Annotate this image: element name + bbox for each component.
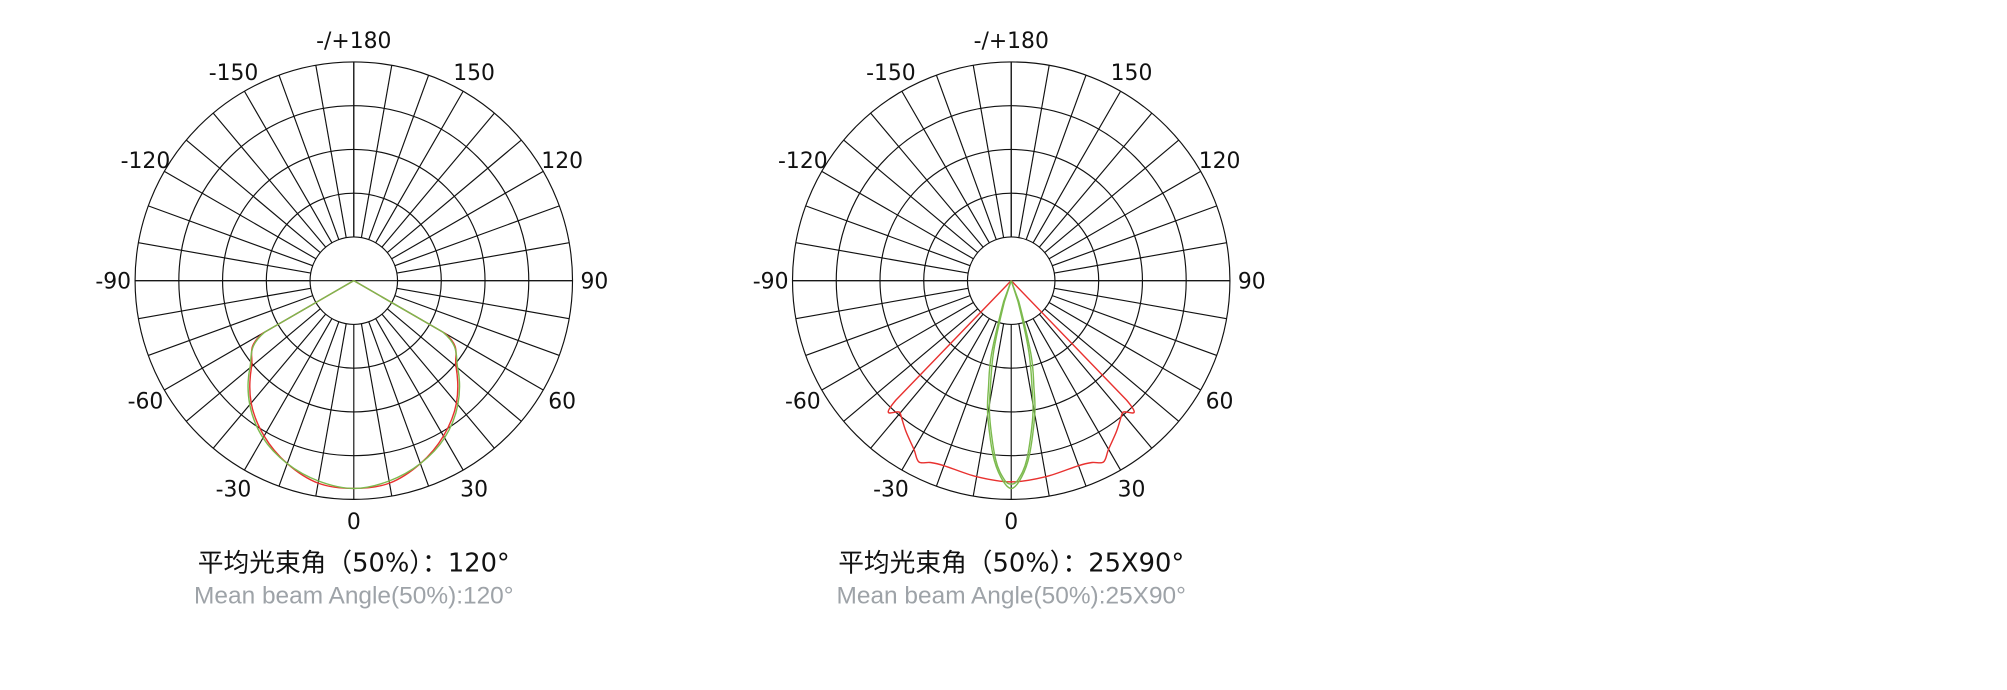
grid-spoke <box>805 295 971 357</box>
grid-spoke <box>212 112 327 248</box>
grid-spoke <box>972 323 1005 497</box>
grid-spoke <box>843 308 979 422</box>
grid-spoke <box>1048 302 1201 391</box>
grid-spoke <box>1038 313 1153 449</box>
angle-label: -/+180 <box>316 29 391 54</box>
grid-spoke <box>391 170 544 260</box>
angle-label: 90 <box>1238 269 1266 294</box>
polar-grid <box>134 61 574 500</box>
angle-label: -60 <box>128 390 164 415</box>
beam-angle-title: 平均光束角（50%）：25X90° <box>838 548 1184 578</box>
angle-label: -30 <box>873 478 909 503</box>
grid-spoke <box>375 318 464 471</box>
angle-label: -120 <box>778 149 828 174</box>
grid-spoke <box>843 139 979 253</box>
grid-spoke <box>1052 205 1217 267</box>
angle-label: -90 <box>753 269 789 294</box>
grid-spoke <box>935 321 997 487</box>
series-curve-green <box>988 280 1034 485</box>
grid-spoke <box>394 205 560 267</box>
polar-grid <box>791 61 1231 500</box>
angle-label: 60 <box>1206 390 1234 415</box>
polar-chart-2: 0 30 60 90 120 150 -/+180 -150 -120 -90 -60 -30 平均光束… <box>753 29 1266 610</box>
angle-label: -120 <box>121 149 171 174</box>
grid-spoke <box>396 242 570 274</box>
series-curve-green <box>986 280 1036 490</box>
grid-spoke <box>138 287 311 320</box>
beam-angle-title: 平均光束角（50%）：120° <box>198 548 510 578</box>
grid-spoke <box>1052 295 1217 357</box>
grid-spoke <box>805 205 971 267</box>
series-curve-red <box>887 280 1135 483</box>
grid-spoke <box>138 242 311 274</box>
angle-label: -150 <box>866 61 916 86</box>
grid-spoke <box>1018 65 1050 238</box>
grid-spoke <box>795 287 969 320</box>
angle-label: 0 <box>347 510 361 535</box>
grid-spoke <box>870 313 984 449</box>
grid-spoke <box>1018 323 1050 497</box>
beam-angle-subtitle: Mean beam Angle(50%):120° <box>194 583 514 610</box>
angle-label: 120 <box>1199 149 1241 174</box>
grid-spoke <box>185 139 321 253</box>
grid-spoke <box>1032 318 1122 471</box>
angle-label: 120 <box>541 149 583 174</box>
grid-spoke <box>394 295 560 357</box>
grid-spoke <box>935 74 997 240</box>
grid-spoke <box>901 90 990 244</box>
angle-label: 30 <box>1118 478 1146 503</box>
angle-label: 0 <box>1004 510 1018 535</box>
grid-spoke <box>901 318 990 471</box>
polar-chart-1: 0 30 60 90 120 150 -/+180 -150 -120 -90 -60 -30 平均光束… <box>95 29 608 610</box>
grid-spoke <box>1044 139 1180 253</box>
grid-spoke <box>315 323 347 497</box>
grid-spoke <box>1025 74 1087 240</box>
grid-spoke <box>212 313 327 449</box>
angle-label: -90 <box>95 269 131 294</box>
angle-label: 60 <box>548 390 576 415</box>
grid-spoke <box>1054 242 1227 274</box>
grid-spoke <box>1032 90 1122 244</box>
grid-spoke <box>368 321 430 487</box>
grid-spoke <box>1025 321 1087 487</box>
grid-spoke <box>278 74 340 240</box>
grid-spoke <box>870 112 984 248</box>
angle-label: 150 <box>453 61 495 86</box>
grid-spoke <box>386 308 522 422</box>
grid-spoke <box>368 74 430 240</box>
angle-label: 30 <box>460 478 488 503</box>
grid-spoke <box>821 302 974 391</box>
grid-spoke <box>148 295 313 357</box>
beam-angle-subtitle: Mean beam Angle(50%):25X90° <box>837 583 1186 610</box>
grid-spoke <box>315 65 347 238</box>
grid-spoke <box>381 313 495 449</box>
grid-spoke <box>1048 170 1201 260</box>
grid-spoke <box>148 205 313 267</box>
grid-spoke <box>1054 287 1227 320</box>
grid-spoke <box>821 170 974 260</box>
grid-spoke <box>381 112 495 248</box>
grid-spoke <box>375 90 464 244</box>
grid-spoke <box>164 170 317 260</box>
grid-spoke <box>278 321 340 487</box>
angle-label: -30 <box>216 478 252 503</box>
angle-label: -60 <box>785 390 821 415</box>
grid-spoke <box>1044 308 1180 422</box>
grid-spoke <box>396 287 570 320</box>
grid-spoke <box>360 323 393 497</box>
series-curve-green <box>247 280 461 490</box>
grid-spoke <box>185 308 321 422</box>
angle-label: 150 <box>1111 61 1153 86</box>
grid-spoke <box>386 139 522 253</box>
grid-spoke <box>795 242 969 274</box>
grid-spoke <box>360 65 393 238</box>
grid-spoke <box>243 318 333 471</box>
grid-spoke <box>972 65 1005 238</box>
angle-label: 90 <box>580 269 608 294</box>
grid-spoke <box>243 90 333 244</box>
angle-label: -150 <box>209 61 259 86</box>
angle-label: -/+180 <box>974 29 1049 54</box>
grid-spoke <box>1038 112 1153 248</box>
